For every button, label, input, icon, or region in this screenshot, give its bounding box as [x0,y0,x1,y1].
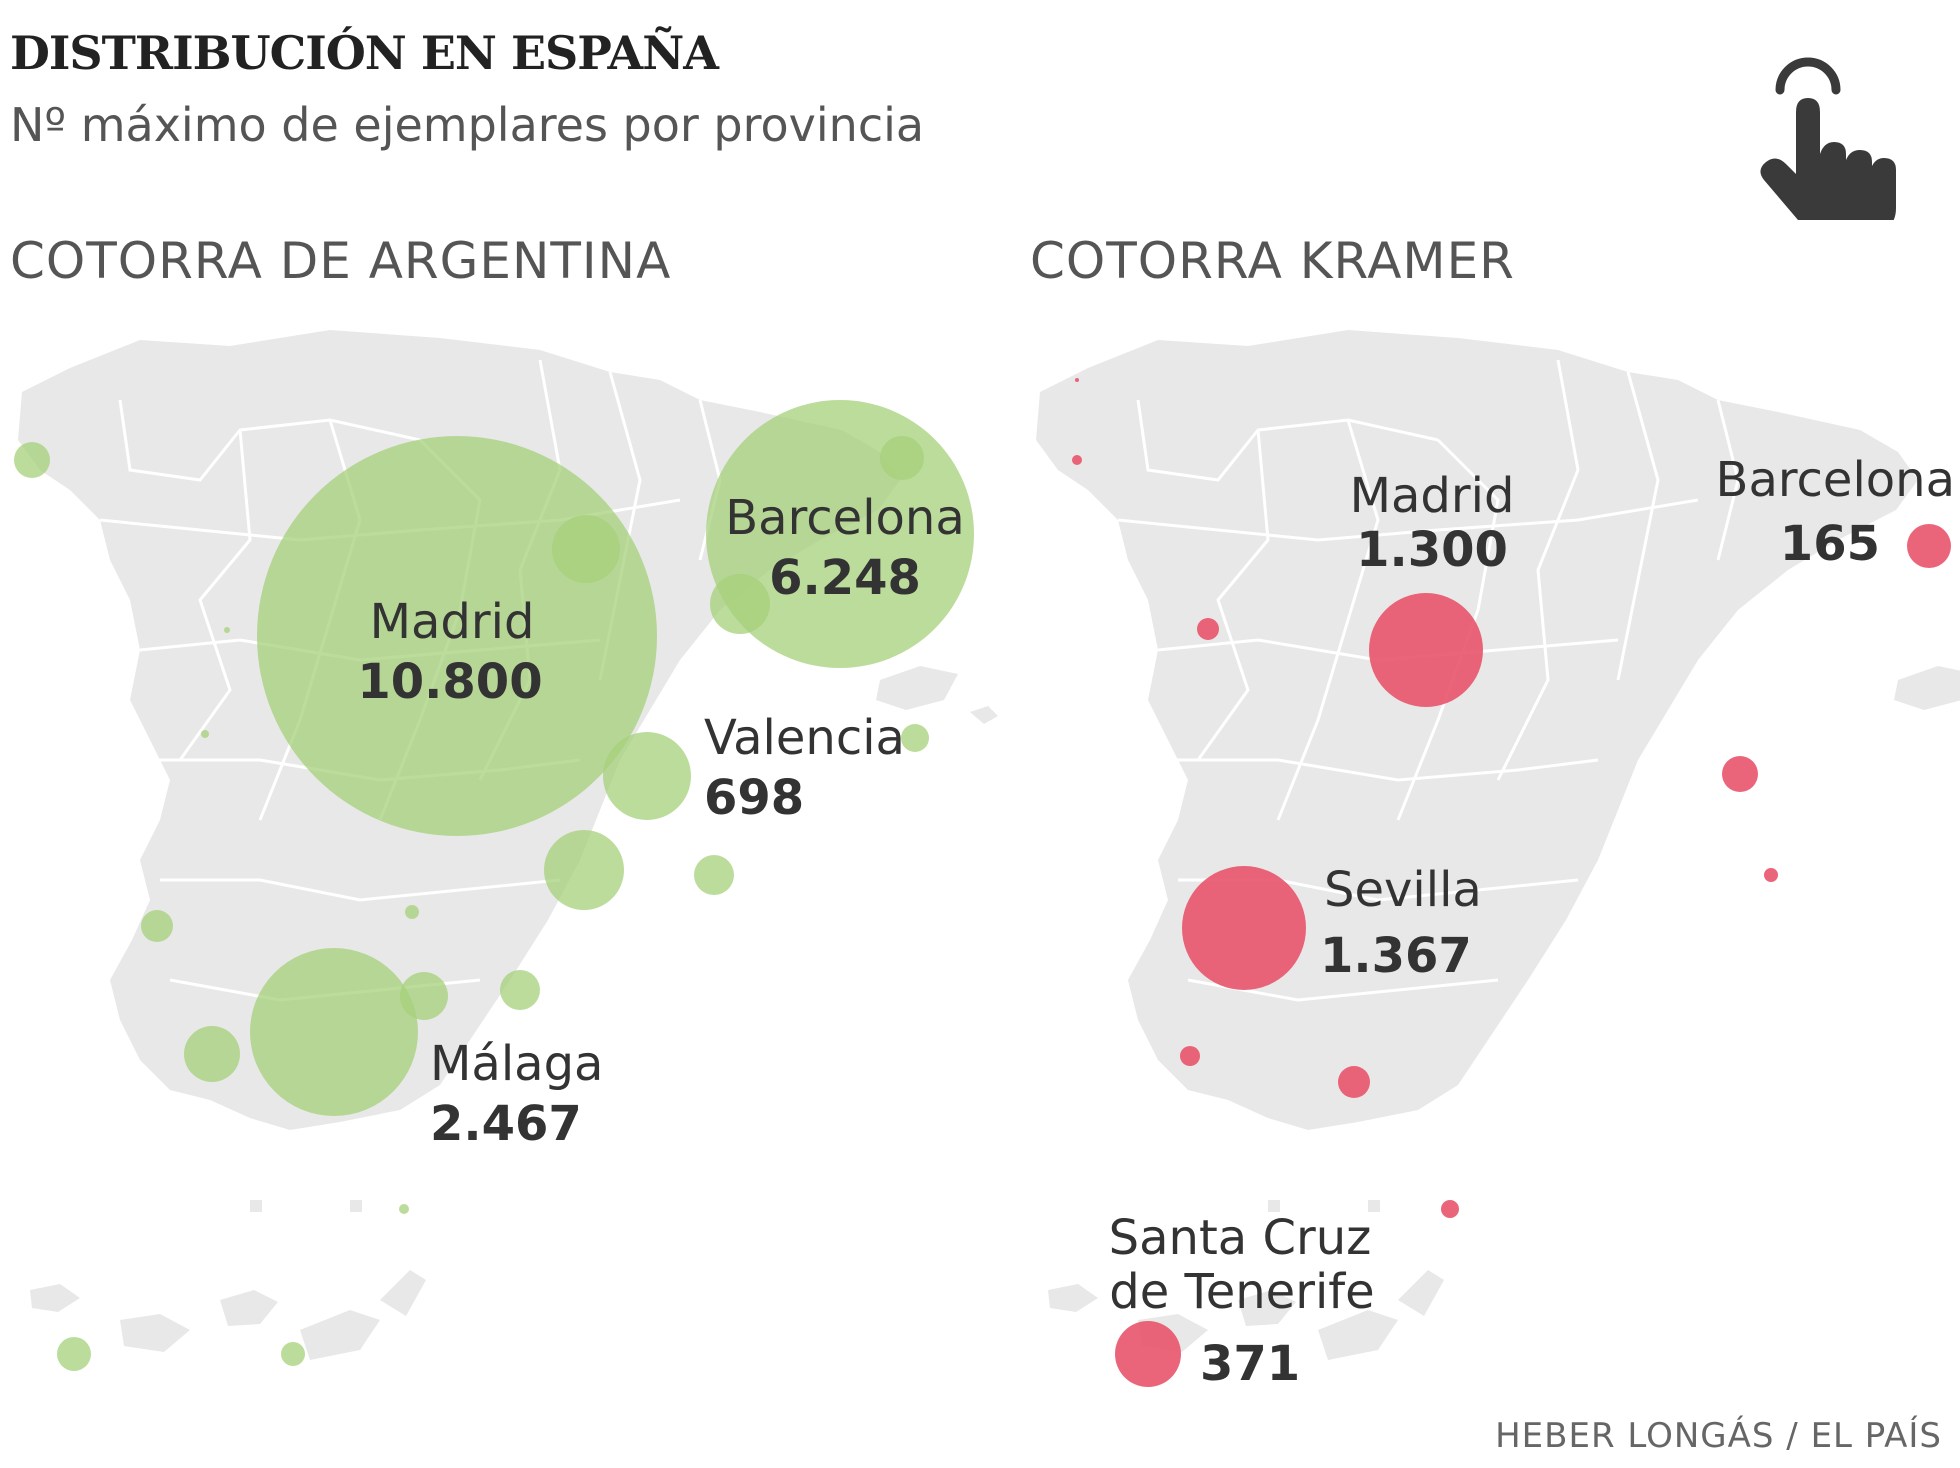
bubble[interactable] [184,1026,240,1082]
bubble[interactable] [224,627,230,633]
bubble[interactable] [281,1342,305,1366]
bubble[interactable] [399,1204,409,1214]
page-subtitle: Nº máximo de ejemplares por provincia [10,98,925,152]
label-value-madrid: 1.300 [1356,522,1508,578]
label-value-valencia: 698 [704,770,804,826]
label-value-malaga: 2.467 [430,1096,582,1152]
page-title: DISTRIBUCIÓN EN ESPAÑA [10,26,719,80]
bubble[interactable] [57,1337,91,1371]
label-name-santa-cruz-line2: de Tenerife [1109,1264,1374,1320]
pointing-hand-icon[interactable] [1740,50,1910,220]
label-name-valencia: Valencia [704,710,905,766]
bubbles-kramer [1072,378,1951,1387]
label-name-madrid: Madrid [370,594,535,650]
label-value-barcelona: 6.248 [769,550,921,606]
bubble[interactable] [694,855,734,895]
bubble-sevilla[interactable] [1182,866,1306,990]
bubble[interactable] [201,730,209,738]
bubble[interactable] [1072,455,1082,465]
bubble[interactable] [1441,1200,1459,1218]
map-title-kramer: COTORRA KRAMER [1030,232,1515,290]
bubble[interactable] [500,970,540,1010]
bubble[interactable] [14,442,50,478]
bubble[interactable] [1764,868,1778,882]
label-value-sevilla: 1.367 [1320,928,1472,984]
label-name-madrid: Madrid [1350,468,1515,524]
label-value-madrid: 10.800 [357,654,542,710]
bubble[interactable] [901,724,929,752]
bubble[interactable] [880,436,924,480]
bubble-madrid[interactable] [1369,593,1483,707]
bubble[interactable] [141,910,173,942]
bubble[interactable] [1075,378,1079,382]
bubble[interactable] [1180,1046,1200,1066]
bubble-santa-cruz[interactable] [1115,1321,1181,1387]
bubble[interactable] [400,972,448,1020]
map-title-argentina: COTORRA DE ARGENTINA [10,232,672,290]
bubble-valencia[interactable] [603,732,691,820]
bubble[interactable] [544,830,624,910]
bubble[interactable] [1722,756,1758,792]
bubble[interactable] [710,574,770,634]
bubbles-argentina [14,400,974,1371]
bubble[interactable] [1197,618,1219,640]
credit: HEBER LONGÁS / EL PAÍS [1495,1416,1942,1456]
label-value-barcelona: 165 [1780,516,1880,572]
bubble[interactable] [552,515,620,583]
label-name-barcelona: Barcelona [725,490,964,546]
bubble-barcelona[interactable] [1907,524,1951,568]
bubble-malaga[interactable] [250,948,418,1116]
label-name-santa-cruz-line1: Santa Cruz [1109,1210,1372,1266]
bubble[interactable] [1338,1066,1370,1098]
bubble[interactable] [405,905,419,919]
label-name-malaga: Málaga [430,1036,603,1092]
label-value-santa-cruz: 371 [1200,1336,1300,1392]
label-name-sevilla: Sevilla [1324,862,1482,918]
label-name-barcelona: Barcelona [1716,452,1955,508]
